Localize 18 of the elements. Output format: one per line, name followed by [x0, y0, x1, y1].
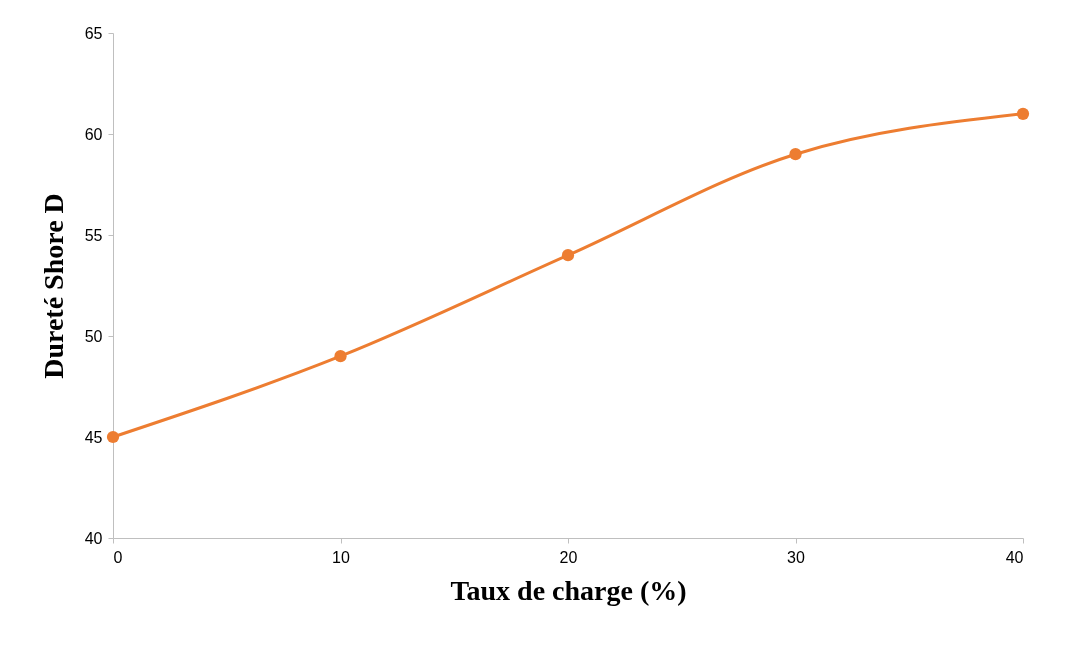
x-axis-title: Taux de charge (%) — [450, 574, 687, 606]
x-tick-label: 0 — [113, 548, 123, 566]
x-tick-label: 20 — [559, 548, 578, 566]
point — [334, 350, 347, 363]
y-tick-label: 60 — [84, 125, 103, 143]
x-tick-label: 30 — [787, 548, 805, 566]
y-tick-label: 55 — [84, 226, 103, 244]
point — [789, 148, 802, 161]
x-tick-label: 10 — [332, 548, 350, 566]
y-tick-label: 50 — [84, 327, 103, 345]
point — [106, 430, 120, 444]
y-tick-label: 40 — [84, 529, 103, 547]
point — [1016, 107, 1030, 120]
y-axis-title: Dureté Shore D — [37, 193, 69, 379]
point — [561, 249, 575, 262]
x-tick-label: 40 — [1005, 548, 1024, 566]
y-tick-label: 65 — [84, 24, 103, 42]
y-tick-label: 45 — [84, 428, 103, 446]
